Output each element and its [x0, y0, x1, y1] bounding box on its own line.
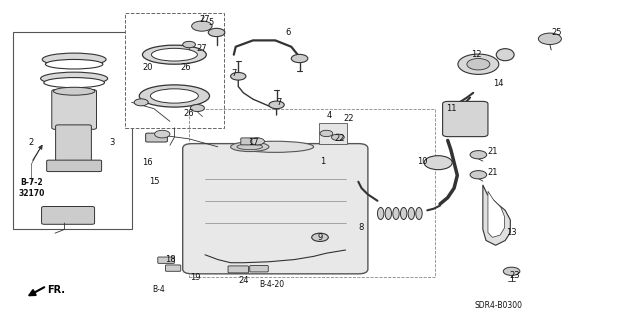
Text: 12: 12: [471, 50, 482, 59]
FancyBboxPatch shape: [42, 206, 95, 224]
Text: 10: 10: [417, 157, 428, 166]
Polygon shape: [488, 191, 504, 237]
FancyBboxPatch shape: [52, 90, 97, 129]
Circle shape: [470, 171, 486, 179]
Text: SDR4-B0300: SDR4-B0300: [475, 301, 523, 310]
Ellipse shape: [385, 207, 392, 219]
FancyBboxPatch shape: [56, 125, 92, 164]
Circle shape: [250, 138, 264, 145]
Bar: [125, 13, 224, 128]
Text: 16: 16: [142, 158, 153, 167]
Ellipse shape: [408, 207, 415, 219]
Text: 21: 21: [487, 147, 498, 156]
FancyBboxPatch shape: [47, 160, 102, 172]
Ellipse shape: [237, 144, 262, 150]
Text: 27: 27: [196, 44, 207, 53]
Text: B-4-20: B-4-20: [260, 280, 285, 289]
Text: 23: 23: [509, 271, 520, 280]
Ellipse shape: [42, 53, 106, 66]
Ellipse shape: [416, 207, 422, 219]
Circle shape: [182, 41, 195, 48]
Ellipse shape: [45, 59, 103, 69]
Text: 26: 26: [180, 63, 191, 72]
Text: 6: 6: [285, 28, 291, 37]
FancyBboxPatch shape: [182, 144, 368, 274]
Text: B-7-2
32170: B-7-2 32170: [18, 178, 45, 198]
Ellipse shape: [152, 48, 197, 61]
Ellipse shape: [496, 49, 514, 61]
Circle shape: [424, 156, 452, 170]
Bar: [13, 33, 132, 229]
Text: 1: 1: [321, 157, 326, 166]
Circle shape: [208, 28, 225, 37]
Ellipse shape: [150, 89, 198, 103]
Text: 27: 27: [200, 15, 211, 24]
Text: 26: 26: [184, 109, 195, 118]
Circle shape: [155, 130, 170, 138]
Text: 9: 9: [317, 233, 323, 242]
Circle shape: [190, 105, 204, 112]
Text: 24: 24: [238, 276, 248, 285]
Text: 19: 19: [190, 272, 201, 281]
Ellipse shape: [230, 142, 269, 152]
Ellipse shape: [140, 85, 209, 107]
Text: FR.: FR.: [47, 286, 65, 295]
Text: 7: 7: [231, 69, 236, 78]
Polygon shape: [483, 185, 510, 245]
FancyBboxPatch shape: [443, 101, 488, 137]
FancyBboxPatch shape: [166, 265, 180, 271]
Ellipse shape: [53, 87, 95, 95]
FancyBboxPatch shape: [250, 266, 268, 272]
Circle shape: [134, 99, 148, 106]
Text: 11: 11: [445, 104, 456, 113]
Text: 25: 25: [551, 28, 561, 37]
FancyBboxPatch shape: [158, 257, 174, 263]
Ellipse shape: [393, 207, 399, 219]
Circle shape: [191, 21, 212, 31]
Text: 5: 5: [209, 19, 214, 27]
FancyBboxPatch shape: [146, 133, 168, 142]
Bar: [319, 123, 348, 144]
Circle shape: [269, 101, 284, 109]
Circle shape: [458, 54, 499, 74]
Text: 13: 13: [506, 228, 517, 237]
Circle shape: [470, 151, 486, 159]
Ellipse shape: [237, 141, 314, 152]
Circle shape: [320, 130, 333, 137]
Text: 22: 22: [344, 114, 354, 123]
Circle shape: [291, 54, 308, 63]
FancyBboxPatch shape: [241, 138, 259, 145]
Bar: [189, 109, 435, 277]
Text: 22: 22: [334, 134, 344, 143]
Text: 17: 17: [248, 137, 259, 146]
Circle shape: [503, 267, 520, 275]
Circle shape: [332, 134, 344, 140]
Text: 2: 2: [29, 137, 34, 146]
Circle shape: [230, 72, 246, 80]
Text: B-4: B-4: [153, 285, 166, 294]
FancyBboxPatch shape: [228, 266, 248, 273]
Text: 18: 18: [164, 255, 175, 264]
Ellipse shape: [44, 78, 104, 88]
Circle shape: [467, 58, 490, 70]
Text: 15: 15: [148, 177, 159, 186]
Ellipse shape: [401, 207, 407, 219]
Text: 7: 7: [276, 98, 281, 107]
Text: 3: 3: [110, 137, 115, 146]
Text: 21: 21: [487, 168, 498, 177]
Circle shape: [538, 33, 561, 45]
Ellipse shape: [143, 45, 206, 64]
Circle shape: [312, 233, 328, 241]
Text: 4: 4: [327, 111, 332, 120]
Ellipse shape: [40, 72, 108, 85]
Text: 20: 20: [142, 63, 153, 72]
Ellipse shape: [378, 207, 384, 219]
Text: 14: 14: [493, 79, 504, 88]
Text: 8: 8: [359, 223, 364, 232]
